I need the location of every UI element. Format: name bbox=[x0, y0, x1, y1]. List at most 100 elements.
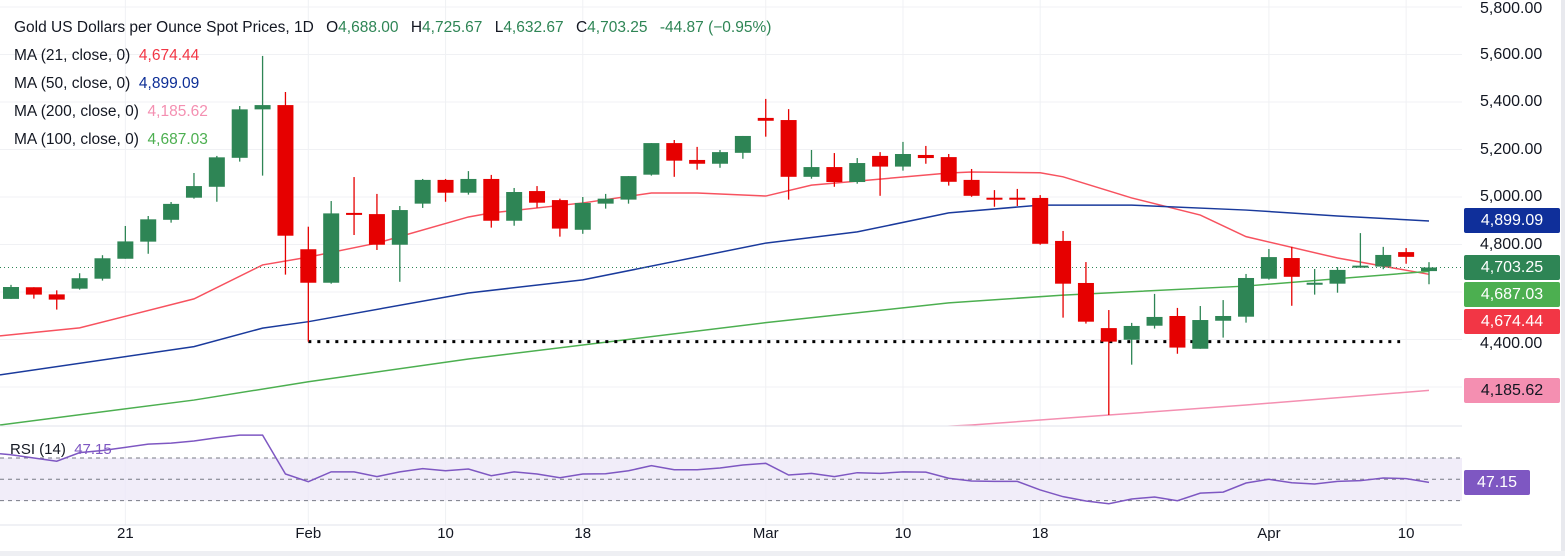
symbol-title[interactable]: Gold US Dollars per Ounce Spot Prices, 1… bbox=[14, 19, 314, 36]
candle[interactable] bbox=[323, 201, 340, 284]
candle-body bbox=[1238, 277, 1255, 317]
indicator-ma200[interactable]: MA (200, close, 0) 4,185.62 bbox=[14, 98, 771, 126]
candle-body bbox=[689, 159, 706, 164]
candle[interactable] bbox=[391, 206, 408, 282]
time-tick-label: Mar bbox=[752, 525, 779, 542]
time-tick-label: 18 bbox=[574, 525, 592, 542]
candle[interactable] bbox=[1421, 262, 1437, 285]
candle[interactable] bbox=[71, 273, 88, 290]
candle[interactable] bbox=[1238, 273, 1255, 323]
candle-body bbox=[1146, 316, 1163, 326]
candle[interactable] bbox=[551, 198, 568, 237]
candle[interactable] bbox=[140, 216, 157, 254]
candle[interactable] bbox=[689, 146, 706, 170]
candle[interactable] bbox=[826, 153, 843, 187]
candle[interactable] bbox=[1055, 230, 1072, 318]
indicator-ma100[interactable]: MA (100, close, 0) 4,687.03 bbox=[14, 126, 771, 154]
candle[interactable] bbox=[1283, 246, 1300, 306]
candle[interactable] bbox=[1398, 248, 1415, 264]
candle[interactable] bbox=[666, 140, 683, 177]
candle[interactable] bbox=[48, 290, 65, 310]
candle[interactable] bbox=[163, 201, 180, 223]
candle[interactable] bbox=[483, 174, 500, 228]
price-tick-label: 4,400.00 bbox=[1480, 334, 1543, 352]
candle[interactable] bbox=[1169, 307, 1186, 354]
close-label: C bbox=[575, 19, 588, 36]
time-tick-label: 18 bbox=[1031, 525, 1049, 542]
candle[interactable] bbox=[803, 149, 820, 179]
candle[interactable] bbox=[506, 187, 523, 226]
candle[interactable] bbox=[437, 178, 454, 202]
candle-body bbox=[712, 152, 728, 164]
open-value: 4,688.00 bbox=[338, 19, 399, 36]
rsi-line bbox=[0, 434, 1430, 505]
candle[interactable] bbox=[1123, 322, 1140, 365]
candle[interactable] bbox=[620, 176, 637, 204]
bottom-edge bbox=[0, 551, 1565, 556]
candle[interactable] bbox=[940, 154, 957, 186]
candle[interactable] bbox=[208, 155, 225, 202]
candle[interactable] bbox=[917, 145, 934, 164]
candle[interactable] bbox=[94, 255, 111, 281]
candle[interactable] bbox=[963, 168, 980, 197]
time-tick-label: 10 bbox=[1397, 525, 1415, 542]
rsi-value: 47.15 bbox=[74, 441, 112, 458]
candle[interactable] bbox=[734, 135, 751, 159]
price-tick-label: 5,600.00 bbox=[1480, 45, 1543, 63]
candle[interactable] bbox=[1032, 195, 1049, 245]
indicator-ma50[interactable]: MA (50, close, 0) 4,899.09 bbox=[14, 70, 771, 98]
candle-body bbox=[963, 179, 980, 196]
candle-body bbox=[872, 155, 889, 167]
rsi-legend[interactable]: RSI (14) 47.15 bbox=[10, 441, 112, 458]
candle-body bbox=[940, 157, 957, 182]
candle[interactable] bbox=[1146, 293, 1163, 329]
indicator-ma21[interactable]: MA (21, close, 0) 4,674.44 bbox=[14, 42, 771, 70]
candle[interactable] bbox=[277, 92, 294, 275]
price-tag: 4,674.44 bbox=[1464, 308, 1560, 334]
chart-canvas[interactable] bbox=[0, 0, 1462, 526]
candle[interactable] bbox=[1100, 310, 1117, 416]
candle[interactable] bbox=[117, 225, 134, 259]
candle-body bbox=[323, 213, 340, 283]
candle[interactable] bbox=[894, 141, 911, 171]
candle[interactable] bbox=[780, 109, 797, 200]
candle[interactable] bbox=[460, 171, 477, 195]
indicator-value: 4,687.03 bbox=[147, 131, 208, 148]
candle[interactable] bbox=[185, 173, 202, 199]
candle-body bbox=[986, 197, 1003, 200]
candle[interactable] bbox=[712, 149, 728, 168]
candle[interactable] bbox=[1215, 300, 1232, 338]
candle[interactable] bbox=[757, 98, 774, 137]
candle[interactable] bbox=[849, 158, 866, 184]
candle[interactable] bbox=[574, 197, 591, 234]
candle[interactable] bbox=[1306, 268, 1323, 295]
candle[interactable] bbox=[872, 152, 889, 196]
candle[interactable] bbox=[1077, 262, 1094, 324]
candle[interactable] bbox=[414, 178, 431, 208]
price-tick-label: 5,000.00 bbox=[1480, 188, 1543, 205]
candle[interactable] bbox=[1009, 188, 1026, 207]
candle-body bbox=[1100, 328, 1117, 342]
candle[interactable] bbox=[231, 106, 248, 162]
candle[interactable] bbox=[1352, 233, 1369, 268]
candle[interactable] bbox=[3, 284, 19, 299]
candle[interactable] bbox=[1329, 267, 1346, 293]
candle[interactable] bbox=[1375, 246, 1392, 270]
candle[interactable] bbox=[368, 193, 385, 250]
candle[interactable] bbox=[643, 143, 660, 176]
candle-body bbox=[734, 135, 751, 153]
rsi-pane bbox=[0, 434, 1462, 505]
candle[interactable] bbox=[254, 55, 271, 176]
candle[interactable] bbox=[986, 190, 1003, 207]
candle[interactable] bbox=[529, 186, 546, 208]
indicator-value: 4,185.62 bbox=[147, 103, 208, 120]
candle[interactable] bbox=[597, 193, 614, 209]
candle[interactable] bbox=[300, 226, 317, 342]
candle-body bbox=[3, 287, 19, 299]
candle[interactable] bbox=[1260, 249, 1277, 280]
candle[interactable] bbox=[346, 177, 363, 235]
candle-body bbox=[1352, 265, 1369, 268]
candle[interactable] bbox=[25, 287, 42, 299]
candle-body bbox=[1055, 240, 1072, 284]
candle[interactable] bbox=[1192, 306, 1209, 349]
